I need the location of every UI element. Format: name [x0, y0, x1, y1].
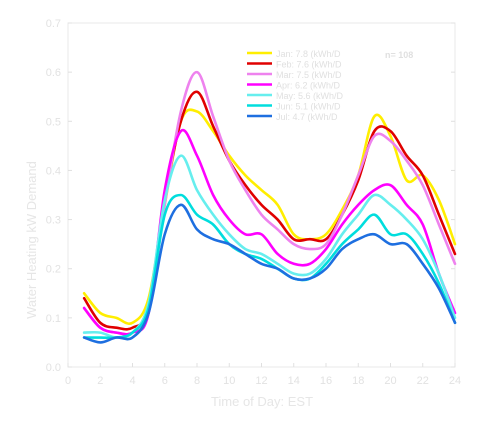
legend-label-4: Apr: 6.2 (kWh/D [276, 81, 341, 91]
legend-label-5: May: 5.6 (kWh/D [276, 91, 344, 101]
x-tick-label: 4 [129, 375, 135, 387]
legend-label-7: Jul: 4.7 (kWh/D [276, 112, 338, 122]
x-tick-label: 8 [194, 375, 200, 387]
y-tick-label: 0.3 [46, 215, 61, 227]
x-tick-label: 18 [352, 375, 364, 387]
x-tick-label: 0 [65, 375, 71, 387]
x-tick-label: 22 [417, 375, 429, 387]
x-tick-label: 16 [320, 375, 332, 387]
legend-label-3: Mar: 7.5 (kWh/D [276, 70, 342, 80]
y-tick-label: 0.2 [46, 264, 61, 276]
legend-label-1: Jan: 7.8 (kWh/D [276, 49, 341, 59]
y-tick-label: 0.6 [46, 67, 61, 79]
y-axis-label: Water Heating kW Demand [24, 161, 39, 319]
x-tick-label: 6 [162, 375, 168, 387]
x-tick-label: 2 [97, 375, 103, 387]
sample-size-annotation: n= 108 [385, 50, 413, 60]
x-tick-label: 24 [449, 375, 461, 387]
y-tick-label: 0.1 [46, 313, 61, 325]
y-tick-label: 0.4 [46, 165, 61, 177]
x-axis-label: Time of Day: EST [211, 394, 313, 409]
y-tick-label: 0.0 [46, 362, 61, 374]
legend-label-2: Feb: 7.6 (kWh/D [276, 60, 342, 70]
y-tick-label: 0.7 [46, 18, 61, 30]
x-tick-label: 20 [384, 375, 396, 387]
x-tick-label: 14 [288, 375, 300, 387]
y-tick-label: 0.5 [46, 116, 61, 128]
legend-label-6: Jun: 5.1 (kWh/D [276, 102, 341, 112]
x-tick-label: 12 [255, 375, 267, 387]
x-tick-label: 10 [223, 375, 235, 387]
